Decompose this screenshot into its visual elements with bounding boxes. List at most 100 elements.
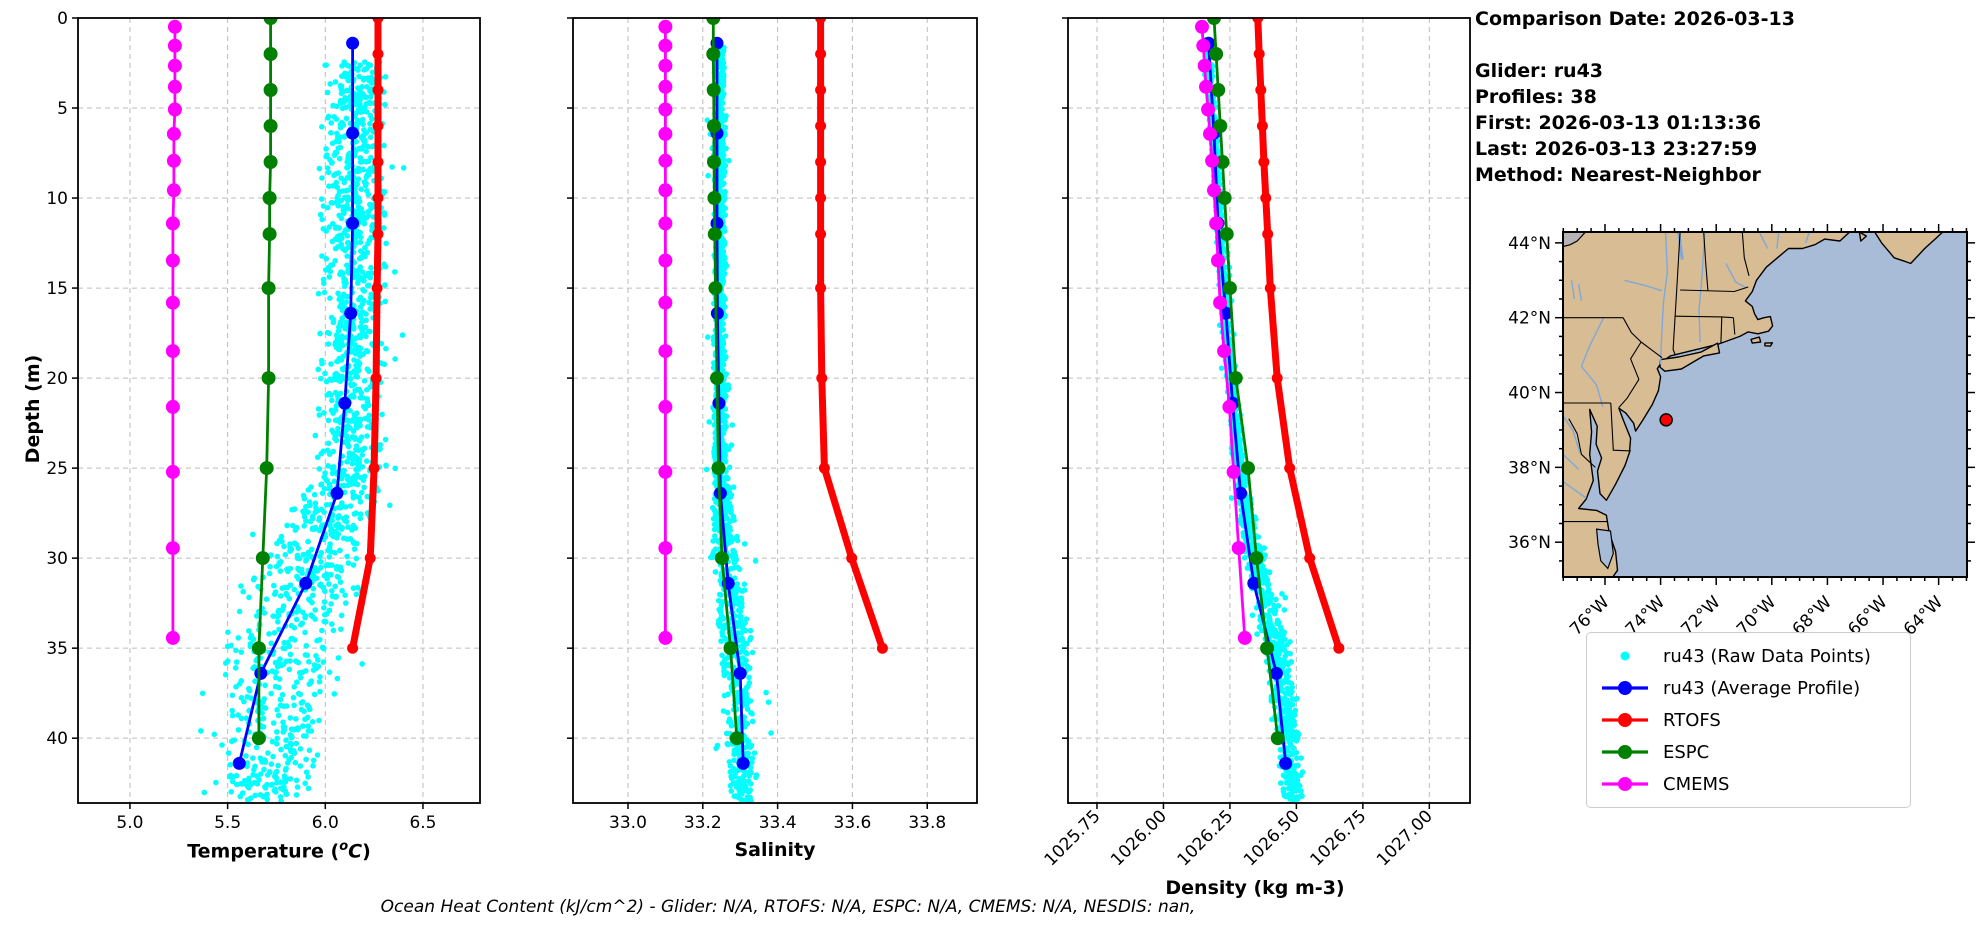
depth-tick-label: 25 [46, 459, 68, 479]
temperature-axis-title-italic: C [348, 840, 363, 863]
x-tick-label: 1026.25 [1174, 806, 1238, 870]
temperature-series-RTOFS [347, 18, 384, 654]
legend-item-rtofs: RTOFS [1599, 706, 1898, 734]
map-river [1580, 317, 1605, 407]
raw-data-swatch-icon [1620, 651, 1630, 661]
legend-label: RTOFS [1663, 709, 1721, 731]
map-river [1563, 415, 1581, 454]
map-state-border [1720, 316, 1723, 343]
x-tick-label: 33.0 [609, 813, 647, 833]
x-tick-label: 6.0 [312, 813, 339, 833]
salinity-series-RTOFS [815, 18, 888, 654]
map-river [1563, 481, 1587, 499]
map-state-border [1640, 341, 1663, 359]
map-lat-label: 38°N [1508, 458, 1551, 478]
x-tick-label: 1026.00 [1107, 806, 1171, 870]
x-tick-label: 33.2 [684, 813, 722, 833]
last-profile-time-text: Last: 2026-03-13 23:27:59 [1475, 138, 1758, 160]
map-river [1776, 232, 1780, 249]
map-river [1725, 263, 1747, 289]
map-state-border [1703, 232, 1709, 291]
temperature-axis-title: Temperature (oC) [187, 839, 371, 862]
map-nc-sounds [1595, 528, 1614, 570]
first-profile-time-text: First: 2026-03-13 01:13:36 [1475, 112, 1762, 134]
map-state-border [1680, 286, 1749, 293]
salinity-series-ESPC [706, 18, 744, 746]
map-state-border [1610, 402, 1631, 452]
map-river [1659, 232, 1669, 365]
map-land-nantucket [1764, 342, 1774, 347]
temperature-raw-scatter [198, 59, 407, 803]
method-text: Method: Nearest-Neighbor [1475, 164, 1761, 186]
x-tick-label: 5.0 [116, 813, 143, 833]
temperature-series-ESPC [251, 18, 278, 746]
series-legend: ru43 (Raw Data Points) ru43 (Average Pro… [1586, 632, 1911, 808]
map-state-border [1622, 317, 1642, 343]
legend-item-raw-data: ru43 (Raw Data Points) [1599, 642, 1898, 670]
x-tick-label: 1026.75 [1307, 806, 1371, 870]
glider-name-text: Glider: ru43 [1475, 60, 1604, 82]
comparison-date-text: Comparison Date: 2026-03-13 [1475, 8, 1795, 30]
depth-tick-label: 10 [46, 189, 68, 209]
map-river [1624, 279, 1663, 292]
map-state-border [1741, 232, 1750, 276]
legend-label: ru43 (Average Profile) [1663, 677, 1861, 699]
salinity-panel: 33.0 33.2 33.4 33.6 33.8 [567, 17, 978, 833]
legend-label: CMEMS [1663, 773, 1730, 795]
salinity-axes-frame [572, 17, 978, 804]
comparison-info-block: Comparison Date: 2026-03-13 Glider: ru43… [1475, 6, 1795, 188]
map-state-border [1568, 418, 1596, 468]
profiles-count-text: Profiles: 38 [1475, 86, 1597, 108]
map-river [1698, 232, 1706, 343]
density-panel: 1025.75 1026.00 1026.25 1026.50 1026.75 1027.… [1041, 17, 1471, 870]
rtofs-swatch-icon [1602, 713, 1648, 727]
map-state-border [1618, 341, 1642, 408]
depth-tick-label: 0 [57, 9, 68, 29]
x-tick-label: 5.5 [214, 813, 241, 833]
map-river [1805, 232, 1810, 244]
temperature-axis-title-text: Temperature ( [187, 840, 340, 863]
depth-tick-label: 20 [46, 369, 68, 389]
x-tick-label: 1025.75 [1041, 806, 1105, 870]
map-land-canada [1563, 232, 1587, 248]
map-land-nova-scotia [1873, 232, 1944, 265]
depth-tick-label: 40 [46, 729, 68, 749]
depth-tick-label: 30 [46, 549, 68, 569]
ocean-heat-content-note: Ocean Heat Content (kJ/cm^2) - Glider: N… [380, 897, 1196, 917]
temperature-series-ru43-average [232, 36, 360, 770]
map-lat-label: 36°N [1508, 533, 1551, 553]
map-land-grand-manan [1858, 232, 1868, 242]
salinity-axis-title: Salinity [734, 839, 816, 861]
x-tick-label: 1027.00 [1373, 806, 1437, 870]
glider-location-marker [1659, 413, 1673, 427]
map-lat-label: 42°N [1508, 309, 1551, 329]
depth-tick-label: 35 [46, 639, 68, 659]
x-tick-label: 1026.50 [1240, 806, 1304, 870]
x-tick-label: 6.5 [409, 813, 436, 833]
map-frame [1562, 231, 1968, 578]
density-series-RTOFS [1252, 18, 1345, 654]
legend-item-espc: ESPC [1599, 738, 1898, 766]
temperature-axes-frame [77, 17, 481, 804]
legend-label: ru43 (Raw Data Points) [1663, 645, 1871, 667]
x-tick-label: 33.8 [908, 813, 946, 833]
density-series-CMEMS [1195, 19, 1252, 645]
map-river [1570, 280, 1576, 300]
average-profile-swatch-icon [1602, 681, 1648, 695]
depth-axis-title: Depth (m) [22, 354, 44, 464]
x-tick-label: 33.6 [834, 813, 872, 833]
x-tick-label: 33.4 [759, 813, 797, 833]
map-river [1563, 453, 1580, 470]
temperature-series-CMEMS [165, 19, 182, 645]
map-state-border [1672, 232, 1681, 355]
depth-tick-label: 5 [57, 99, 68, 119]
temperature-panel: 5.0 5.5 6.0 6.5 0 5 10 15 20 25 30 35 40 [46, 9, 481, 833]
map-lat-label: 44°N [1508, 234, 1551, 254]
map-land-marthas-vineyard [1750, 336, 1762, 344]
density-series-ESPC [1207, 18, 1285, 746]
temperature-axis-title-close: ) [362, 840, 371, 863]
map-land-mainland [1563, 232, 1851, 577]
salinity-series-CMEMS [658, 19, 673, 645]
